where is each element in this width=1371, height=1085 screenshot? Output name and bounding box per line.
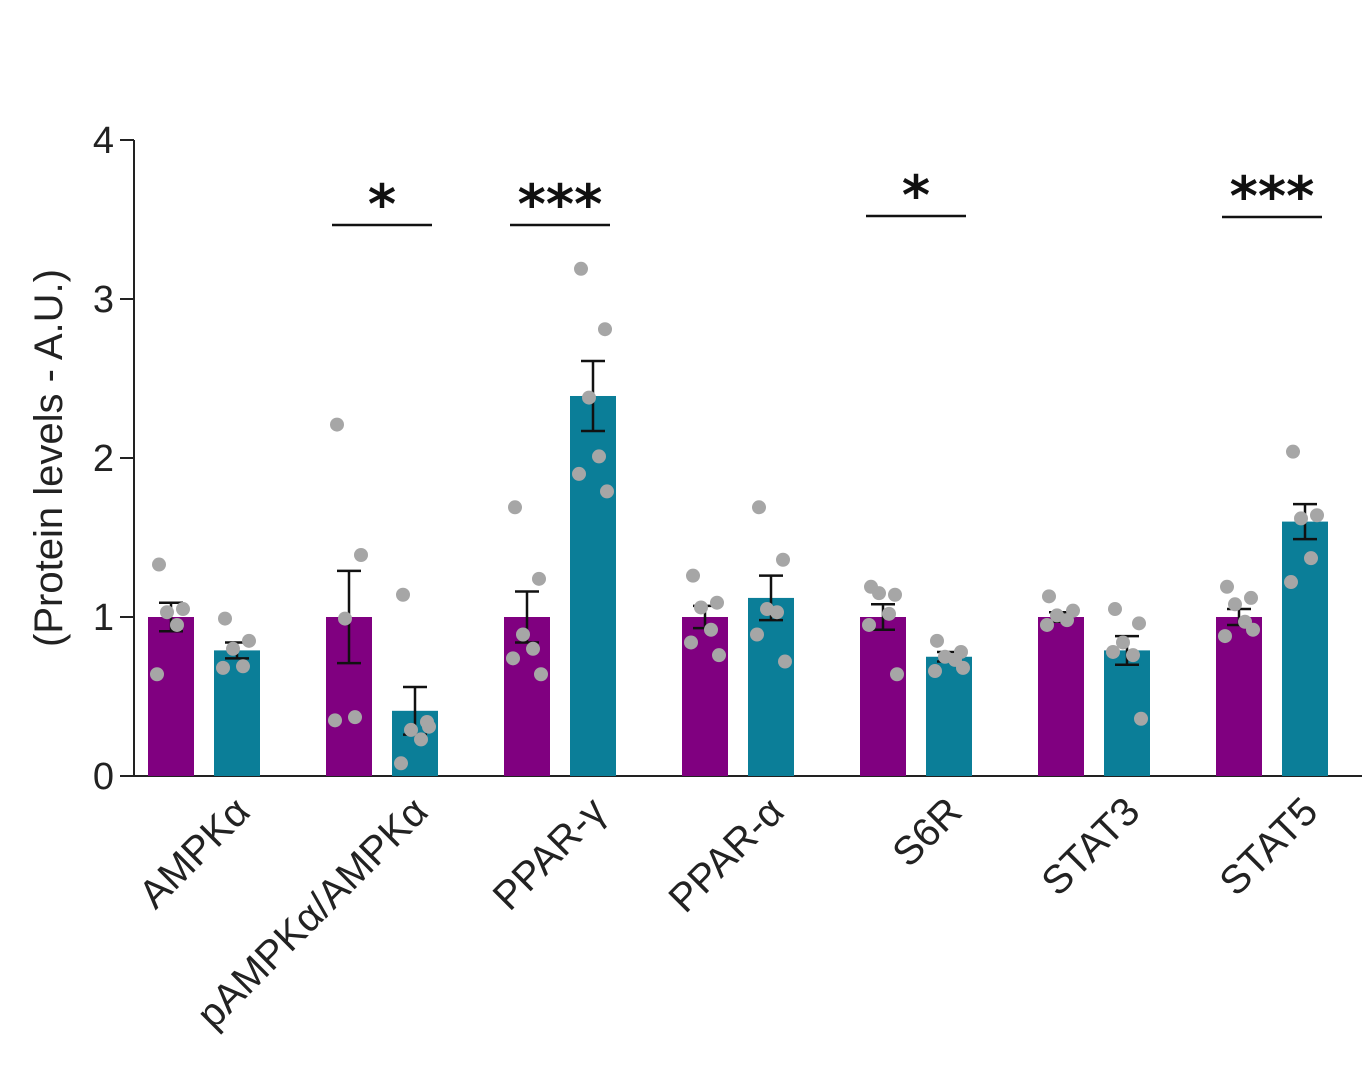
point-s1-5-1 — [1132, 616, 1146, 631]
bar-s0-6 — [1216, 617, 1262, 776]
point-s0-0-2 — [160, 605, 174, 620]
point-s0-4-5 — [890, 667, 904, 682]
point-s0-4-1 — [888, 587, 902, 602]
point-s1-2-0 — [574, 261, 588, 276]
y-tick-label-2: 2 — [93, 438, 114, 480]
point-s1-0-3 — [236, 659, 250, 674]
point-s1-1-3 — [414, 732, 428, 747]
significance-label-1: *** — [518, 173, 603, 236]
y-tick-label-0: 0 — [93, 756, 114, 798]
point-s0-6-4 — [1218, 629, 1232, 644]
point-s0-0-4 — [150, 667, 164, 682]
point-s0-1-0 — [330, 417, 344, 432]
point-s1-0-2 — [226, 641, 240, 656]
point-s1-5-5 — [1134, 711, 1148, 726]
point-s0-1-4 — [328, 713, 342, 728]
point-s0-0-1 — [176, 602, 190, 617]
point-s1-4-4 — [928, 664, 942, 679]
point-s1-3-1 — [776, 552, 790, 567]
point-s1-0-1 — [242, 633, 256, 648]
point-s1-5-2 — [1116, 635, 1130, 650]
point-s1-3-0 — [752, 500, 766, 515]
point-s1-4-5 — [956, 660, 970, 675]
point-s0-4-2 — [872, 586, 886, 601]
point-s1-1-0 — [396, 587, 410, 602]
point-s0-2-1 — [532, 571, 546, 586]
point-s1-1-2 — [404, 722, 418, 737]
significance-label-2: * — [902, 164, 930, 227]
point-s1-4-0 — [930, 633, 944, 648]
point-s0-3-3 — [704, 622, 718, 637]
point-s0-2-5 — [534, 667, 548, 682]
y-axis-label: (Protein levels - A.U.) — [27, 269, 71, 647]
significance-label-0: * — [368, 173, 396, 236]
category-label-3: PPAR-α — [661, 789, 793, 921]
point-s1-5-4 — [1106, 644, 1120, 659]
significance-label-3: *** — [1230, 165, 1315, 228]
bar-s1-3 — [748, 597, 794, 776]
point-s0-6-2 — [1228, 597, 1242, 612]
y-tick-label-1: 1 — [93, 597, 114, 639]
y-tick-label-3: 3 — [93, 279, 114, 321]
point-s1-3-5 — [778, 654, 792, 669]
point-s0-3-5 — [712, 648, 726, 663]
point-s0-3-2 — [694, 600, 708, 615]
data-point-group — [150, 261, 1324, 771]
point-s1-2-5 — [600, 484, 614, 499]
category-label-2: PPAR-γ — [485, 789, 615, 919]
bar-s0-5 — [1038, 617, 1084, 776]
point-s0-5-0 — [1042, 589, 1056, 604]
point-s0-1-3 — [348, 710, 362, 725]
point-s0-3-4 — [684, 635, 698, 650]
point-s1-5-0 — [1108, 602, 1122, 617]
point-s1-1-4 — [394, 756, 408, 771]
point-s0-3-1 — [710, 595, 724, 610]
point-s0-0-0 — [152, 557, 166, 572]
point-s1-2-1 — [598, 322, 612, 337]
bar-group — [148, 395, 1328, 776]
point-s0-2-4 — [506, 651, 520, 666]
point-s0-6-0 — [1220, 579, 1234, 594]
category-label-0: AMPKα — [131, 789, 259, 917]
point-s1-5-3 — [1126, 648, 1140, 663]
significance-group: * *** * *** — [332, 164, 1322, 236]
point-s0-2-0 — [508, 500, 522, 515]
point-s0-0-3 — [170, 617, 184, 632]
y-axis: 0 1 2 3 4 — [93, 120, 135, 798]
point-s0-5-4 — [1040, 617, 1054, 632]
bar-s0-0 — [148, 617, 194, 776]
point-s0-5-3 — [1060, 613, 1074, 628]
bar-s0-4 — [860, 617, 906, 776]
point-s0-1-2 — [338, 611, 352, 626]
point-s1-3-3 — [770, 605, 784, 620]
bar-s1-6 — [1282, 521, 1328, 776]
category-label-6: STAT5 — [1211, 789, 1326, 904]
point-s1-6-0 — [1286, 444, 1300, 459]
point-s1-2-4 — [572, 466, 586, 481]
point-s1-2-3 — [592, 449, 606, 464]
point-s1-0-0 — [218, 611, 232, 626]
point-s1-0-4 — [216, 660, 230, 675]
category-label-4: S6R — [884, 789, 970, 875]
point-s1-6-1 — [1310, 508, 1324, 523]
point-s1-6-2 — [1294, 511, 1308, 526]
point-s0-6-5 — [1246, 622, 1260, 637]
point-s0-2-2 — [516, 627, 530, 642]
point-s0-3-0 — [686, 568, 700, 583]
point-s1-3-4 — [750, 627, 764, 642]
point-s1-6-3 — [1304, 551, 1318, 566]
point-s1-2-2 — [582, 390, 596, 405]
point-s0-4-3 — [882, 606, 896, 621]
point-s0-1-1 — [354, 547, 368, 562]
point-s0-6-1 — [1244, 590, 1258, 605]
point-s0-2-3 — [526, 641, 540, 656]
point-s1-1-5 — [422, 719, 436, 734]
point-s0-4-4 — [862, 617, 876, 632]
y-tick-label-4: 4 — [93, 120, 114, 162]
point-s1-6-4 — [1284, 575, 1298, 590]
category-label-5: STAT3 — [1033, 789, 1148, 904]
